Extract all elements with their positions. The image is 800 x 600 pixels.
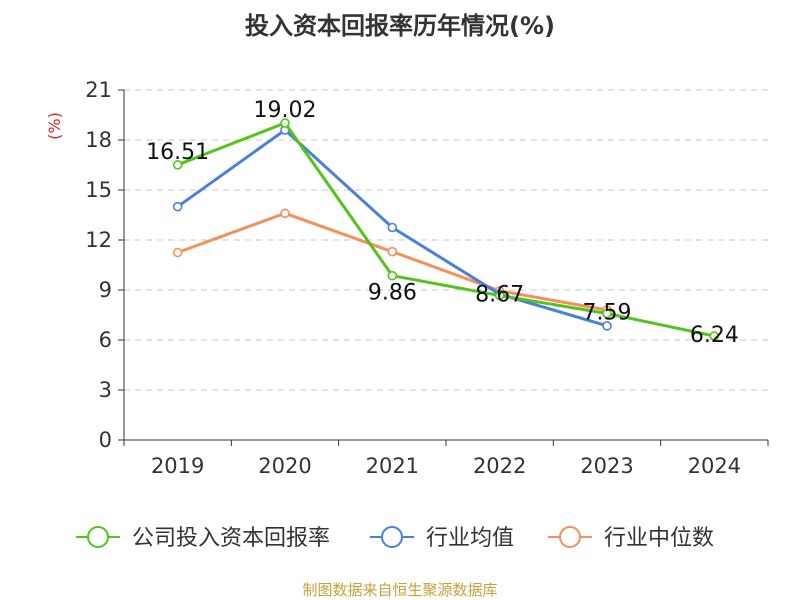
data-point [172, 247, 183, 258]
y-tick-label: 9 [99, 278, 112, 302]
x-tick-label: 2021 [366, 454, 419, 478]
chart-title: 投入资本回报率历年情况(%) [245, 12, 555, 40]
data-label: 16.51 [146, 140, 209, 165]
data-point [602, 321, 612, 331]
x-tick-label: 2022 [473, 454, 526, 478]
y-tick-label: 6 [99, 328, 112, 352]
data-point [280, 118, 290, 128]
data-label: 19.02 [254, 98, 317, 123]
legend-marker [87, 526, 109, 548]
legend: 公司投入资本回报率 行业均值 行业中位数 [76, 526, 714, 551]
data-label: 9.86 [368, 281, 417, 306]
data-point [602, 308, 612, 319]
data-point [172, 201, 183, 212]
grid-lines [124, 89, 768, 391]
y-axis-unit: (%) [45, 112, 64, 140]
data-point [172, 160, 183, 170]
data-point [387, 222, 398, 233]
legend-marker [381, 526, 403, 548]
data-point [387, 246, 398, 257]
x-tick-label: 2023 [580, 454, 633, 478]
series-line-0 [177, 121, 715, 338]
y-tick-label: 0 [99, 428, 112, 452]
y-tick-label: 3 [99, 378, 112, 402]
axes: 0 3 6 9 12 15 18 21 2019 2020 2021 2022 2023 2024 (%) [45, 78, 769, 478]
legend-label: 公司投入资本回报率 [132, 526, 330, 551]
data-label: 6.24 [690, 323, 739, 348]
data-label: 8.67 [475, 283, 524, 308]
data-point [387, 270, 398, 281]
source-note: 制图数据来自恒生聚源数据库 [302, 581, 498, 599]
data-labels: 16.51 19.02 9.86 8.67 7.59 6.24 [146, 98, 739, 348]
legend-label: 行业中位数 [604, 526, 714, 551]
y-tick-label: 18 [85, 128, 112, 152]
x-tick-label: 2020 [258, 454, 311, 478]
x-tick-label: 2019 [151, 454, 204, 478]
x-tick-label: 2024 [688, 454, 741, 478]
data-point [280, 208, 290, 219]
y-tick-label: 21 [85, 78, 112, 102]
y-tick-label: 12 [85, 228, 112, 252]
data-point [709, 331, 720, 341]
data-point [494, 290, 505, 301]
y-tick-label: 15 [85, 178, 112, 202]
data-label: 7.59 [583, 301, 632, 326]
legend-label: 行业均值 [426, 526, 514, 551]
legend-marker [559, 526, 581, 548]
series-lines [172, 118, 720, 341]
